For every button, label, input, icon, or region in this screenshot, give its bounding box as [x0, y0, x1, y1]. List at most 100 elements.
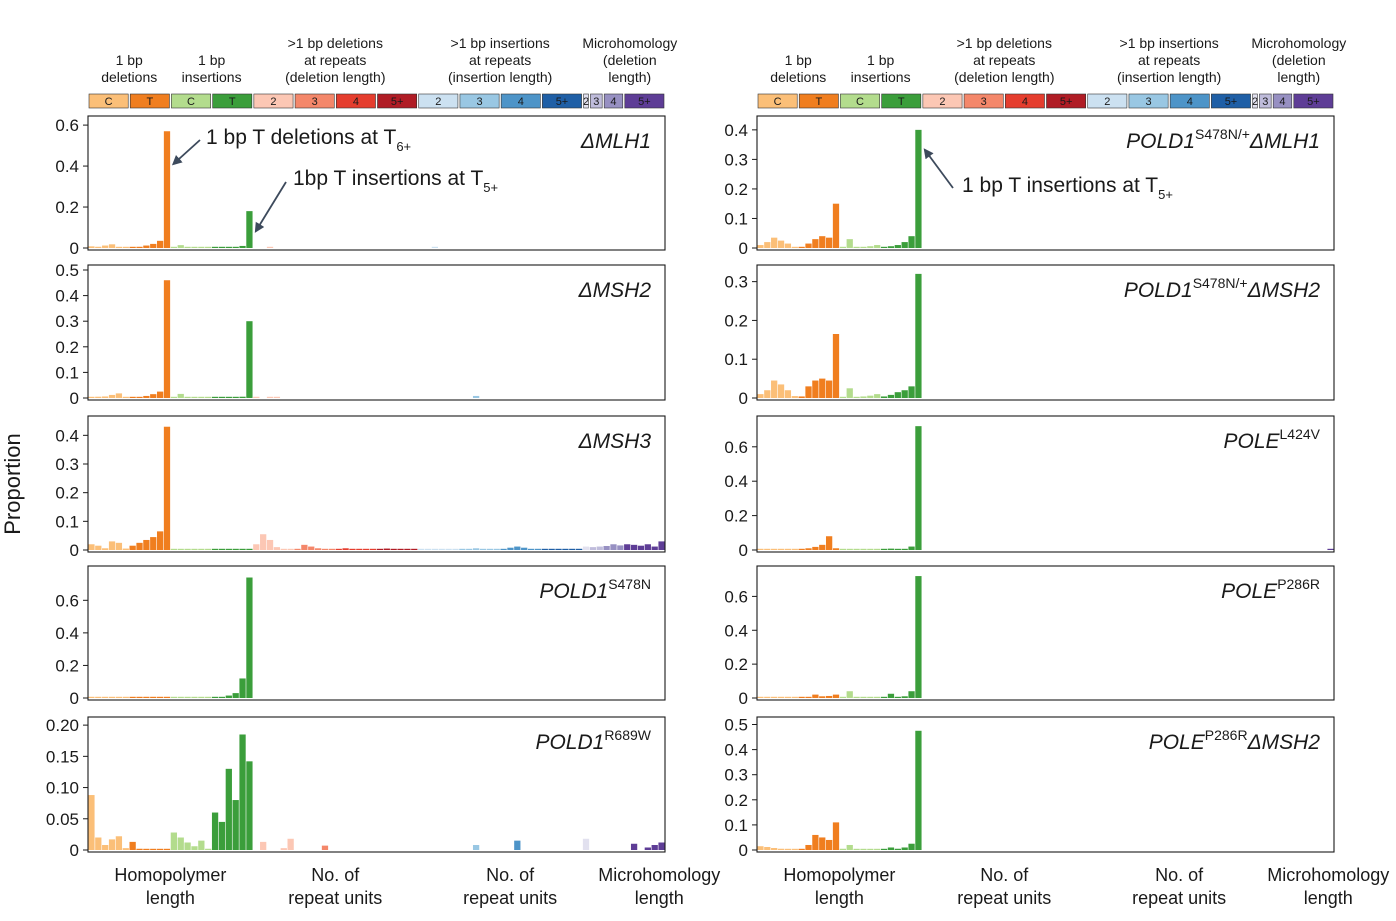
category-label: 5+ — [1307, 96, 1320, 108]
bar — [771, 548, 778, 550]
bar — [791, 696, 798, 698]
panel-frame — [87, 415, 666, 553]
bar — [901, 548, 908, 550]
category-label: 3 — [1262, 96, 1268, 108]
panel-frame — [87, 264, 666, 401]
category-chip — [1087, 93, 1128, 109]
panel-p2: 0 0.1 0.2 0.3 0.4 0.5 ΔMSH2 — [55, 261, 666, 408]
bar — [846, 239, 853, 248]
bar — [860, 848, 867, 850]
bar — [894, 392, 901, 398]
bar — [170, 246, 177, 248]
category-label: C — [105, 96, 113, 108]
x-group-label: No. of — [486, 865, 535, 885]
bar — [246, 761, 253, 850]
header-group-ins1: insertions — [851, 69, 911, 85]
bar — [791, 396, 798, 398]
category-label: 2 — [1252, 96, 1258, 108]
category-chip — [1211, 93, 1251, 109]
y-tick-label: 0.2 — [724, 180, 748, 199]
category-label: 4 — [1279, 96, 1285, 108]
panel-frame — [756, 565, 1335, 701]
bar — [95, 837, 102, 850]
bar — [225, 246, 232, 248]
panel-p6: 0 0.1 0.2 0.3 0.4 POLD1S478N/+ΔMLH1 1 bp T ins… — [724, 115, 1335, 258]
header-group-insrep: >1 bp insertions — [451, 35, 550, 51]
category-label: 4 — [353, 96, 359, 108]
bar — [901, 242, 908, 248]
bar — [225, 548, 232, 550]
bar — [630, 544, 638, 550]
x-group-label: Homopolymer — [114, 865, 226, 885]
bar — [860, 246, 867, 248]
bar — [294, 548, 301, 550]
bar — [136, 696, 143, 698]
panel-p5: 0 0.05 0.10 0.15 0.20 POLD1R689W — [46, 716, 666, 860]
bar — [246, 577, 253, 698]
bar — [184, 396, 191, 398]
bar — [901, 847, 908, 850]
category-label: 3 — [981, 96, 987, 108]
bar — [232, 800, 239, 850]
bar — [122, 696, 129, 698]
bar — [825, 536, 833, 550]
bar — [534, 548, 542, 550]
bar — [136, 396, 143, 398]
category-chip — [624, 93, 665, 109]
bar — [915, 129, 922, 248]
bar — [887, 693, 895, 698]
bar — [880, 396, 888, 398]
x-group-label: repeat units — [288, 888, 382, 908]
header-group-delrep: (deletion length) — [285, 69, 385, 85]
category-label: 2 — [583, 96, 589, 108]
bar — [143, 395, 150, 398]
x-group-label: No. of — [980, 865, 1029, 885]
bar — [784, 848, 792, 850]
bar — [88, 696, 95, 698]
bar — [163, 280, 171, 398]
bar — [493, 548, 500, 550]
y-tick-label: 0.3 — [55, 312, 79, 331]
y-tick-label: 0.6 — [55, 591, 79, 610]
category-label: 5+ — [638, 96, 651, 108]
category-chip — [603, 93, 624, 109]
bar — [95, 696, 102, 698]
bar — [867, 395, 874, 398]
y-tick-label: 0.6 — [724, 587, 748, 606]
bar — [115, 393, 123, 398]
bar — [218, 821, 226, 850]
bar — [102, 548, 109, 550]
category-label: 4 — [518, 96, 524, 108]
bar — [191, 696, 198, 698]
bar — [777, 240, 785, 248]
x-group-label: Microhomology — [1267, 865, 1389, 885]
panel-title: POLD1S478N — [539, 576, 651, 603]
bar — [108, 541, 116, 550]
bar — [266, 396, 274, 398]
category-chip — [583, 93, 589, 109]
bar — [129, 841, 136, 850]
y-tick-label: 0.05 — [46, 810, 79, 829]
y-tick-label: 0.3 — [55, 455, 79, 474]
bar — [651, 845, 658, 850]
category-chip — [590, 93, 603, 109]
bar — [880, 696, 888, 698]
bar — [253, 544, 260, 550]
bar — [191, 396, 198, 398]
bar — [784, 390, 792, 398]
category-chip — [88, 93, 129, 109]
bar — [812, 239, 819, 248]
bar — [658, 541, 665, 550]
bar — [163, 848, 171, 850]
bar — [764, 846, 771, 850]
bar — [88, 396, 95, 398]
bar — [184, 696, 191, 698]
bar — [514, 840, 521, 850]
bar — [239, 678, 246, 698]
y-tick-label: 0.1 — [724, 209, 748, 228]
category-label: C — [774, 96, 782, 108]
bar — [88, 246, 95, 248]
y-tick-label: 0 — [70, 689, 79, 708]
y-tick-label: 0.2 — [724, 791, 748, 810]
bar — [569, 548, 576, 550]
